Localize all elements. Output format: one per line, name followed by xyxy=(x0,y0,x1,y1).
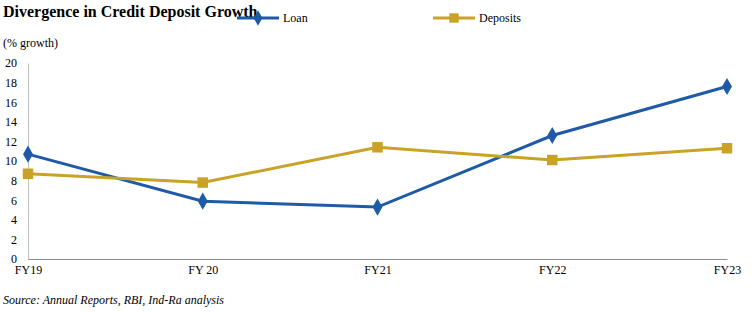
series-marker xyxy=(373,198,383,215)
x-tick: FY 20 xyxy=(188,259,218,277)
y-tick-label: 14 xyxy=(5,115,17,129)
x-tick-label: FY21 xyxy=(364,263,391,277)
legend: Loan Deposits xyxy=(237,10,521,25)
x-tick: FY19 xyxy=(15,259,42,277)
series-marker xyxy=(372,142,382,152)
y-tick: 12 xyxy=(5,135,28,149)
series-marker xyxy=(23,146,33,163)
chart-svg: Divergence in Credit Deposit Growth (% gr… xyxy=(0,0,756,312)
y-tick: 20 xyxy=(5,56,28,70)
y-tick: 4 xyxy=(11,213,28,227)
legend-label: Deposits xyxy=(479,11,521,25)
series-marker xyxy=(547,127,557,144)
x-tick-label: FY 20 xyxy=(188,263,218,277)
y-tick: 18 xyxy=(5,76,28,90)
series-marker xyxy=(198,193,208,210)
y-tick: 16 xyxy=(5,96,28,110)
series-line xyxy=(28,147,727,182)
series xyxy=(23,142,732,188)
series xyxy=(23,78,732,216)
y-tick: 2 xyxy=(11,233,28,247)
y-tick-label: 20 xyxy=(5,56,17,70)
x-axis-line xyxy=(29,259,728,260)
series-marker xyxy=(547,155,557,165)
x-tick: FY22 xyxy=(539,259,566,277)
x-axis: FY19 FY 20 FY21 FY22 FY23 xyxy=(15,259,741,277)
y-tick-label: 2 xyxy=(11,233,17,247)
y-tick-label: 12 xyxy=(5,135,17,149)
y-tick-label: 16 xyxy=(5,96,17,110)
series-line xyxy=(28,87,727,208)
legend-item: Deposits xyxy=(433,11,521,25)
y-tick-label: 10 xyxy=(5,154,17,168)
x-tick-label: FY23 xyxy=(714,263,741,277)
chart-title: Divergence in Credit Deposit Growth xyxy=(3,3,258,21)
series-marker xyxy=(722,78,732,95)
y-axis: 02468101214161820 xyxy=(5,56,29,266)
series-marker xyxy=(198,177,208,187)
x-tick: FY23 xyxy=(714,259,741,277)
x-tick: FY21 xyxy=(364,259,391,277)
series-marker xyxy=(23,168,33,178)
legend-label: Loan xyxy=(283,11,308,25)
x-tick-label: FY19 xyxy=(15,263,42,277)
y-axis-label: (% growth) xyxy=(3,36,58,50)
legend-item: Loan xyxy=(237,10,308,25)
legend-marker xyxy=(449,13,458,22)
y-tick-label: 8 xyxy=(11,174,17,188)
y-tick-label: 4 xyxy=(11,213,17,227)
y-tick-label: 18 xyxy=(5,76,17,90)
legend-marker xyxy=(254,10,263,25)
plot-area xyxy=(23,78,732,216)
y-tick: 6 xyxy=(11,194,28,208)
series-marker xyxy=(722,143,732,153)
source-note: Source: Annual Reports, RBI, Ind-Ra anal… xyxy=(3,293,224,307)
chart-container: Divergence in Credit Deposit Growth (% gr… xyxy=(0,0,756,312)
y-tick-label: 6 xyxy=(11,194,17,208)
x-tick-label: FY22 xyxy=(539,263,566,277)
y-tick: 14 xyxy=(5,115,28,129)
